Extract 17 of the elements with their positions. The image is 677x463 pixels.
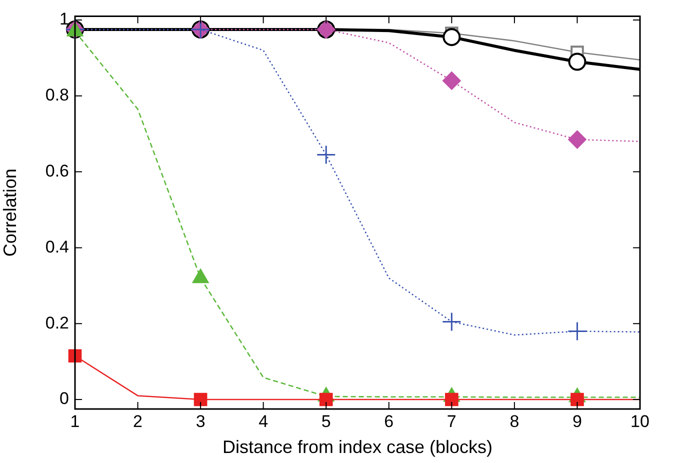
y-tick-label: 0 bbox=[60, 389, 69, 408]
x-tick-label: 10 bbox=[630, 412, 650, 431]
y-tick-label: 1 bbox=[60, 10, 69, 29]
x-tick-label: 5 bbox=[321, 412, 331, 431]
y-tick-label: 0.6 bbox=[45, 161, 69, 180]
x-tick-label: 6 bbox=[384, 412, 394, 431]
y-tick-label: 0.4 bbox=[45, 237, 69, 256]
x-tick-label: 4 bbox=[258, 412, 268, 431]
x-tick-label: 8 bbox=[510, 412, 520, 431]
y-tick-label: 0.2 bbox=[45, 313, 69, 332]
x-tick-label: 3 bbox=[196, 412, 206, 431]
y-axis-title: Correlation bbox=[0, 168, 20, 257]
x-tick-label: 7 bbox=[446, 412, 456, 431]
x-tick-label: 2 bbox=[133, 412, 143, 431]
x-axis-title: Distance from index case (blocks) bbox=[222, 437, 493, 458]
x-tick-label: 9 bbox=[572, 412, 582, 431]
y-tick-label: 0.8 bbox=[45, 86, 69, 105]
